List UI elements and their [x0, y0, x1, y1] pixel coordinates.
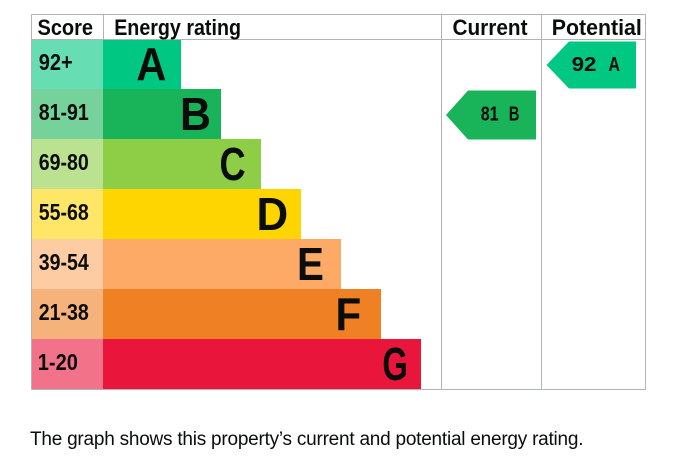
svg-text:F: F	[336, 288, 362, 340]
svg-text:Score: Score	[38, 15, 94, 40]
svg-text:81: 81	[481, 103, 499, 125]
svg-text:D: D	[257, 188, 289, 240]
svg-text:81-91: 81-91	[39, 99, 89, 125]
svg-text:55-68: 55-68	[39, 199, 89, 225]
svg-text:A: A	[136, 38, 166, 90]
svg-text:Current: Current	[453, 15, 529, 40]
svg-text:Energy rating: Energy rating	[114, 15, 241, 40]
svg-text:39-54: 39-54	[39, 249, 89, 275]
svg-text:C: C	[220, 138, 246, 190]
svg-text:92: 92	[572, 54, 597, 76]
svg-text:21-38: 21-38	[39, 299, 89, 325]
svg-text:1-20: 1-20	[38, 349, 78, 375]
svg-text:Potential: Potential	[552, 15, 642, 40]
svg-text:G: G	[382, 338, 408, 390]
svg-text:A: A	[608, 54, 620, 76]
svg-text:B: B	[509, 103, 520, 125]
svg-text:69-80: 69-80	[39, 149, 89, 175]
svg-text:E: E	[297, 238, 324, 290]
svg-text:B: B	[180, 88, 211, 140]
svg-text:92+: 92+	[39, 49, 73, 75]
